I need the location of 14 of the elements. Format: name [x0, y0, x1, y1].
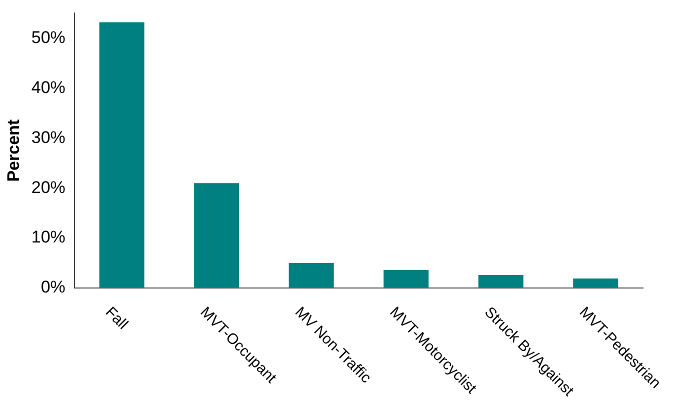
y-axis-title: Percent [4, 119, 23, 182]
bar [478, 275, 524, 288]
y-tick-label: 0% [40, 278, 66, 297]
y-tick-label: 20% [31, 178, 66, 197]
y-tick-label: 40% [31, 78, 66, 97]
x-tick-label: Fall [102, 304, 132, 333]
y-tick-label: 10% [31, 228, 66, 247]
bar [573, 278, 618, 288]
y-tick-label: 50% [31, 28, 66, 47]
bar [99, 22, 144, 288]
bar [384, 270, 429, 288]
y-tick-label: 30% [31, 128, 66, 147]
bar [194, 183, 240, 288]
bar [288, 263, 334, 288]
